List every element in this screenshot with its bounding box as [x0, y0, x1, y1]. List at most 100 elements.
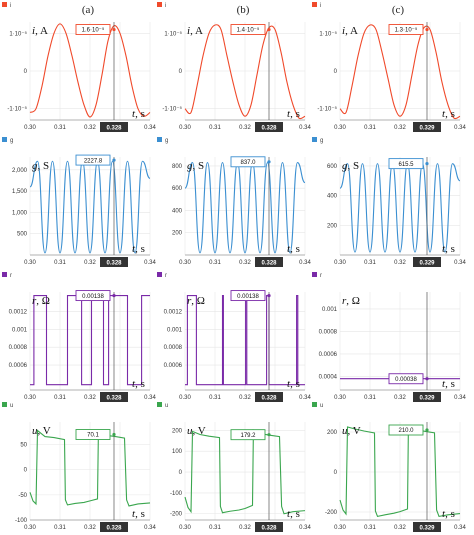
x-tick-label: 0.34	[144, 260, 156, 266]
cursor-marker	[425, 377, 429, 381]
y-axis-label: r, Ω	[32, 295, 50, 307]
cursor-x-label: 0.328	[106, 396, 122, 402]
cursor-x-badge	[413, 122, 441, 132]
y-tick-label: 1·10⁻⁵	[9, 30, 27, 37]
y-tick-label: 50	[20, 443, 27, 449]
x-tick-label: 0.34	[144, 525, 156, 531]
cursor-x-label: 0.329	[419, 396, 435, 402]
x-tick-label: 0.31	[364, 125, 376, 131]
x-tick-label: 0.31	[209, 125, 221, 131]
x-tick-label: 0.30	[179, 125, 191, 131]
cursor-x-label: 0.328	[261, 526, 277, 532]
x-tick-label: 0.30	[334, 260, 346, 266]
x-tick-label: 0.32	[394, 260, 406, 266]
cursor-x-badge	[255, 122, 283, 132]
cursor-x-label: 0.328	[106, 126, 122, 132]
cursor-value-box	[75, 429, 111, 440]
series-line-i	[29, 23, 151, 118]
y-tick-label: -1·10⁻⁵	[317, 106, 337, 113]
cursor-value-box	[388, 158, 424, 170]
y-tick-label: 200	[172, 231, 183, 237]
y-axis-label: g, S	[32, 160, 49, 172]
legend-swatch	[157, 2, 162, 7]
x-axis-label: t, s	[442, 108, 455, 120]
legend-swatch	[157, 402, 162, 407]
x-tick-label: 0.34	[454, 125, 466, 131]
x-tick-label: 0.30	[24, 525, 36, 531]
x-tick-label: 0.34	[299, 260, 311, 266]
column-label-b: (b)	[237, 4, 250, 16]
legend-swatch	[157, 137, 162, 142]
x-tick-label: 0.34	[299, 525, 311, 531]
x-tick-label: 0.32	[239, 525, 251, 531]
cursor-value-box	[75, 24, 111, 35]
cursor-value-label: 0.00038	[395, 377, 417, 383]
y-axis-label: r, Ω	[342, 295, 360, 307]
legend-label: r	[10, 273, 12, 279]
cursor-x-badge	[100, 522, 128, 532]
column-label-c: (c)	[392, 4, 405, 16]
legend-label: r	[320, 273, 322, 279]
x-tick-label: 0.31	[364, 260, 376, 266]
cursor-value-box	[75, 290, 111, 302]
legend-label: i	[320, 3, 321, 9]
cursor-value-label: 1.6·10⁻⁵	[82, 27, 105, 34]
series-line-u	[184, 429, 306, 515]
x-tick-label: 0.34	[144, 395, 156, 401]
y-axis-label: i, A	[32, 25, 48, 37]
series-line-i	[184, 24, 306, 120]
series-line-r	[30, 295, 150, 386]
series-line-i	[339, 24, 461, 120]
y-tick-label: -200	[170, 512, 183, 518]
legend-label: r	[165, 273, 167, 279]
cursor-x-label: 0.329	[419, 126, 435, 132]
y-tick-label: 400	[327, 194, 338, 200]
x-tick-label: 0.34	[454, 525, 466, 531]
y-tick-label: 1·10⁻⁵	[164, 30, 182, 37]
x-axis-label: t, s	[287, 378, 300, 390]
cursor-value-box	[388, 373, 424, 385]
legend-label: u	[10, 403, 13, 409]
x-tick-label: 0.32	[239, 395, 251, 401]
y-axis-label: r, Ω	[187, 295, 205, 307]
legend-label: i	[10, 3, 11, 9]
x-tick-label: 0.30	[24, 125, 36, 131]
y-tick-label: 0	[179, 470, 183, 476]
series-line-g	[339, 163, 461, 253]
legend-label: u	[320, 403, 323, 409]
legend-label: g	[165, 138, 168, 144]
cursor-x-badge	[255, 392, 283, 402]
cursor-x-label: 0.329	[419, 261, 435, 267]
legend-swatch	[312, 2, 317, 7]
y-tick-label: -1·10⁻⁵	[162, 106, 182, 113]
x-axis-label: t, s	[442, 243, 455, 255]
cursor-x-label: 0.328	[106, 526, 122, 532]
y-tick-label: 0	[334, 69, 338, 75]
cursor-marker	[267, 27, 271, 32]
x-tick-label: 0.31	[54, 125, 66, 131]
x-tick-label: 0.31	[209, 525, 221, 531]
panel-i-a: i1·10⁻⁵0-1·10⁻⁵0.300.310.320.330.341.6·1…	[2, 2, 156, 132]
panel-g-a: g5001,0001,5002,0000.300.310.320.330.342…	[2, 137, 156, 267]
x-tick-label: 0.32	[84, 395, 96, 401]
x-tick-label: 0.30	[334, 395, 346, 401]
chart-panels: i1·10⁻⁵0-1·10⁻⁵0.300.310.320.330.341.6·1…	[2, 2, 466, 532]
cursor-value-box	[75, 154, 111, 166]
cursor-marker	[112, 27, 116, 32]
y-tick-label: 0.0006	[164, 363, 183, 369]
x-axis-label: t, s	[442, 378, 455, 390]
y-tick-label: 200	[327, 223, 338, 229]
y-axis-label: g, S	[187, 160, 204, 172]
y-tick-label: -200	[325, 510, 338, 516]
cursor-value-box	[230, 156, 266, 168]
cursor-value-label: 615.5	[398, 162, 414, 168]
y-tick-label: -100	[15, 518, 28, 524]
x-tick-label: 0.30	[24, 395, 36, 401]
x-tick-label: 0.31	[364, 525, 376, 531]
x-tick-label: 0.30	[179, 260, 191, 266]
cursor-value-label: 70.1	[87, 433, 99, 439]
legend-swatch	[2, 272, 7, 277]
x-tick-label: 0.32	[239, 125, 251, 131]
panel-i-b: i1·10⁻⁵0-1·10⁻⁵0.300.310.320.330.341.4·1…	[157, 2, 311, 132]
cursor-x-badge	[413, 257, 441, 267]
